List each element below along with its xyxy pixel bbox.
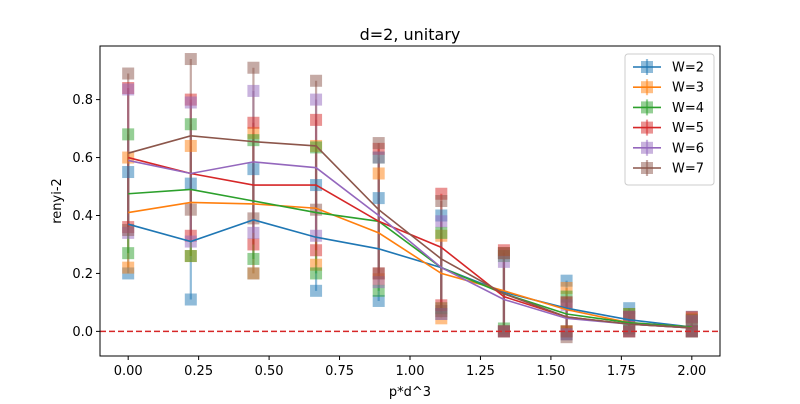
x-tick-label: 1.00 (396, 364, 425, 379)
x-axis: 0.00 0.25 0.50 0.75 1.00 1.25 1.50 1.75 2.00 (114, 356, 706, 379)
sample-marker (372, 151, 385, 164)
sample-marker (184, 139, 197, 152)
y-tick-label: 0.8 (72, 93, 93, 108)
x-tick-label: 0.00 (114, 364, 143, 379)
sample-marker (184, 177, 197, 190)
sample-marker (310, 93, 323, 106)
sample-marker (310, 113, 323, 126)
x-tick-label: 0.25 (184, 364, 213, 379)
sample-marker (247, 116, 260, 129)
sample-marker (184, 118, 197, 131)
y-tick-label: 0.6 (72, 151, 93, 166)
sample-marker (435, 195, 448, 207)
x-tick-label: 0.50 (255, 364, 284, 379)
sample-marker (247, 212, 260, 225)
sample-marker (247, 238, 260, 251)
x-tick-label: 2.00 (677, 364, 706, 379)
sample-marker (184, 96, 197, 109)
y-tick-label: 0.4 (72, 209, 93, 224)
sample-marker (247, 267, 260, 280)
x-tick-label: 1.75 (607, 364, 636, 379)
sample-marker (623, 325, 636, 338)
sample-marker (372, 137, 385, 150)
sample-marker (560, 331, 573, 344)
legend-label: W=2 (672, 61, 704, 76)
legend-label: W=7 (672, 162, 704, 177)
series-line (128, 201, 692, 328)
sample-marker (247, 226, 260, 239)
sample-marker (435, 226, 448, 239)
sample-marker (122, 67, 135, 80)
sample-marker (122, 261, 135, 274)
sample-marker (247, 252, 260, 265)
series-line (128, 188, 692, 328)
sample-marker (247, 163, 260, 176)
sample-marker (184, 250, 197, 263)
sample-marker (310, 74, 323, 87)
sample-marker (372, 192, 385, 205)
x-axis-label: p*d^3 (389, 385, 431, 400)
sample-marker (497, 325, 510, 338)
sample-marker (122, 128, 135, 141)
legend: W=2 W=3 W=4 W=5 W=6 W=7 (624, 53, 715, 186)
sample-marker (372, 294, 385, 307)
x-tick-label: 0.75 (325, 364, 354, 379)
chart-title: d=2, unitary (360, 25, 461, 44)
legend-label: W=5 (672, 121, 704, 136)
sample-marker (310, 244, 323, 257)
sample-marker (435, 215, 448, 228)
sample-marker (247, 61, 260, 74)
series-line (127, 134, 692, 329)
sample-marker (247, 84, 260, 97)
y-tick-label: 0.2 (72, 267, 93, 282)
sample-marker (122, 166, 135, 179)
plot-area (100, 53, 720, 344)
y-axis: 0.0 0.2 0.4 0.6 0.8 (72, 93, 100, 340)
sample-marker (122, 247, 135, 260)
sample-marker (184, 293, 197, 306)
legend-label: W=4 (672, 101, 704, 116)
sample-marker (310, 141, 323, 154)
sample-marker (372, 267, 385, 280)
sample-marker (497, 247, 510, 260)
sample-marker (560, 296, 573, 309)
sample-marker (310, 229, 323, 242)
y-axis-label: renyi-2 (50, 178, 65, 224)
sample-marker (247, 134, 260, 147)
sample-marker (372, 167, 385, 180)
sample-marker (184, 53, 197, 66)
y-tick-label: 0.0 (72, 325, 93, 340)
sample-marker (122, 83, 135, 96)
sample-marker (435, 305, 448, 318)
series-line (127, 218, 692, 328)
x-tick-label: 1.50 (536, 364, 565, 379)
x-tick-label: 1.25 (466, 364, 495, 379)
sample-marker (122, 223, 135, 236)
legend-label: W=3 (672, 81, 704, 96)
sample-marker (310, 267, 323, 280)
legend-label: W=6 (672, 141, 704, 156)
sample-marker (685, 315, 698, 328)
sample-marker (184, 203, 197, 216)
sample-marker (310, 284, 323, 297)
